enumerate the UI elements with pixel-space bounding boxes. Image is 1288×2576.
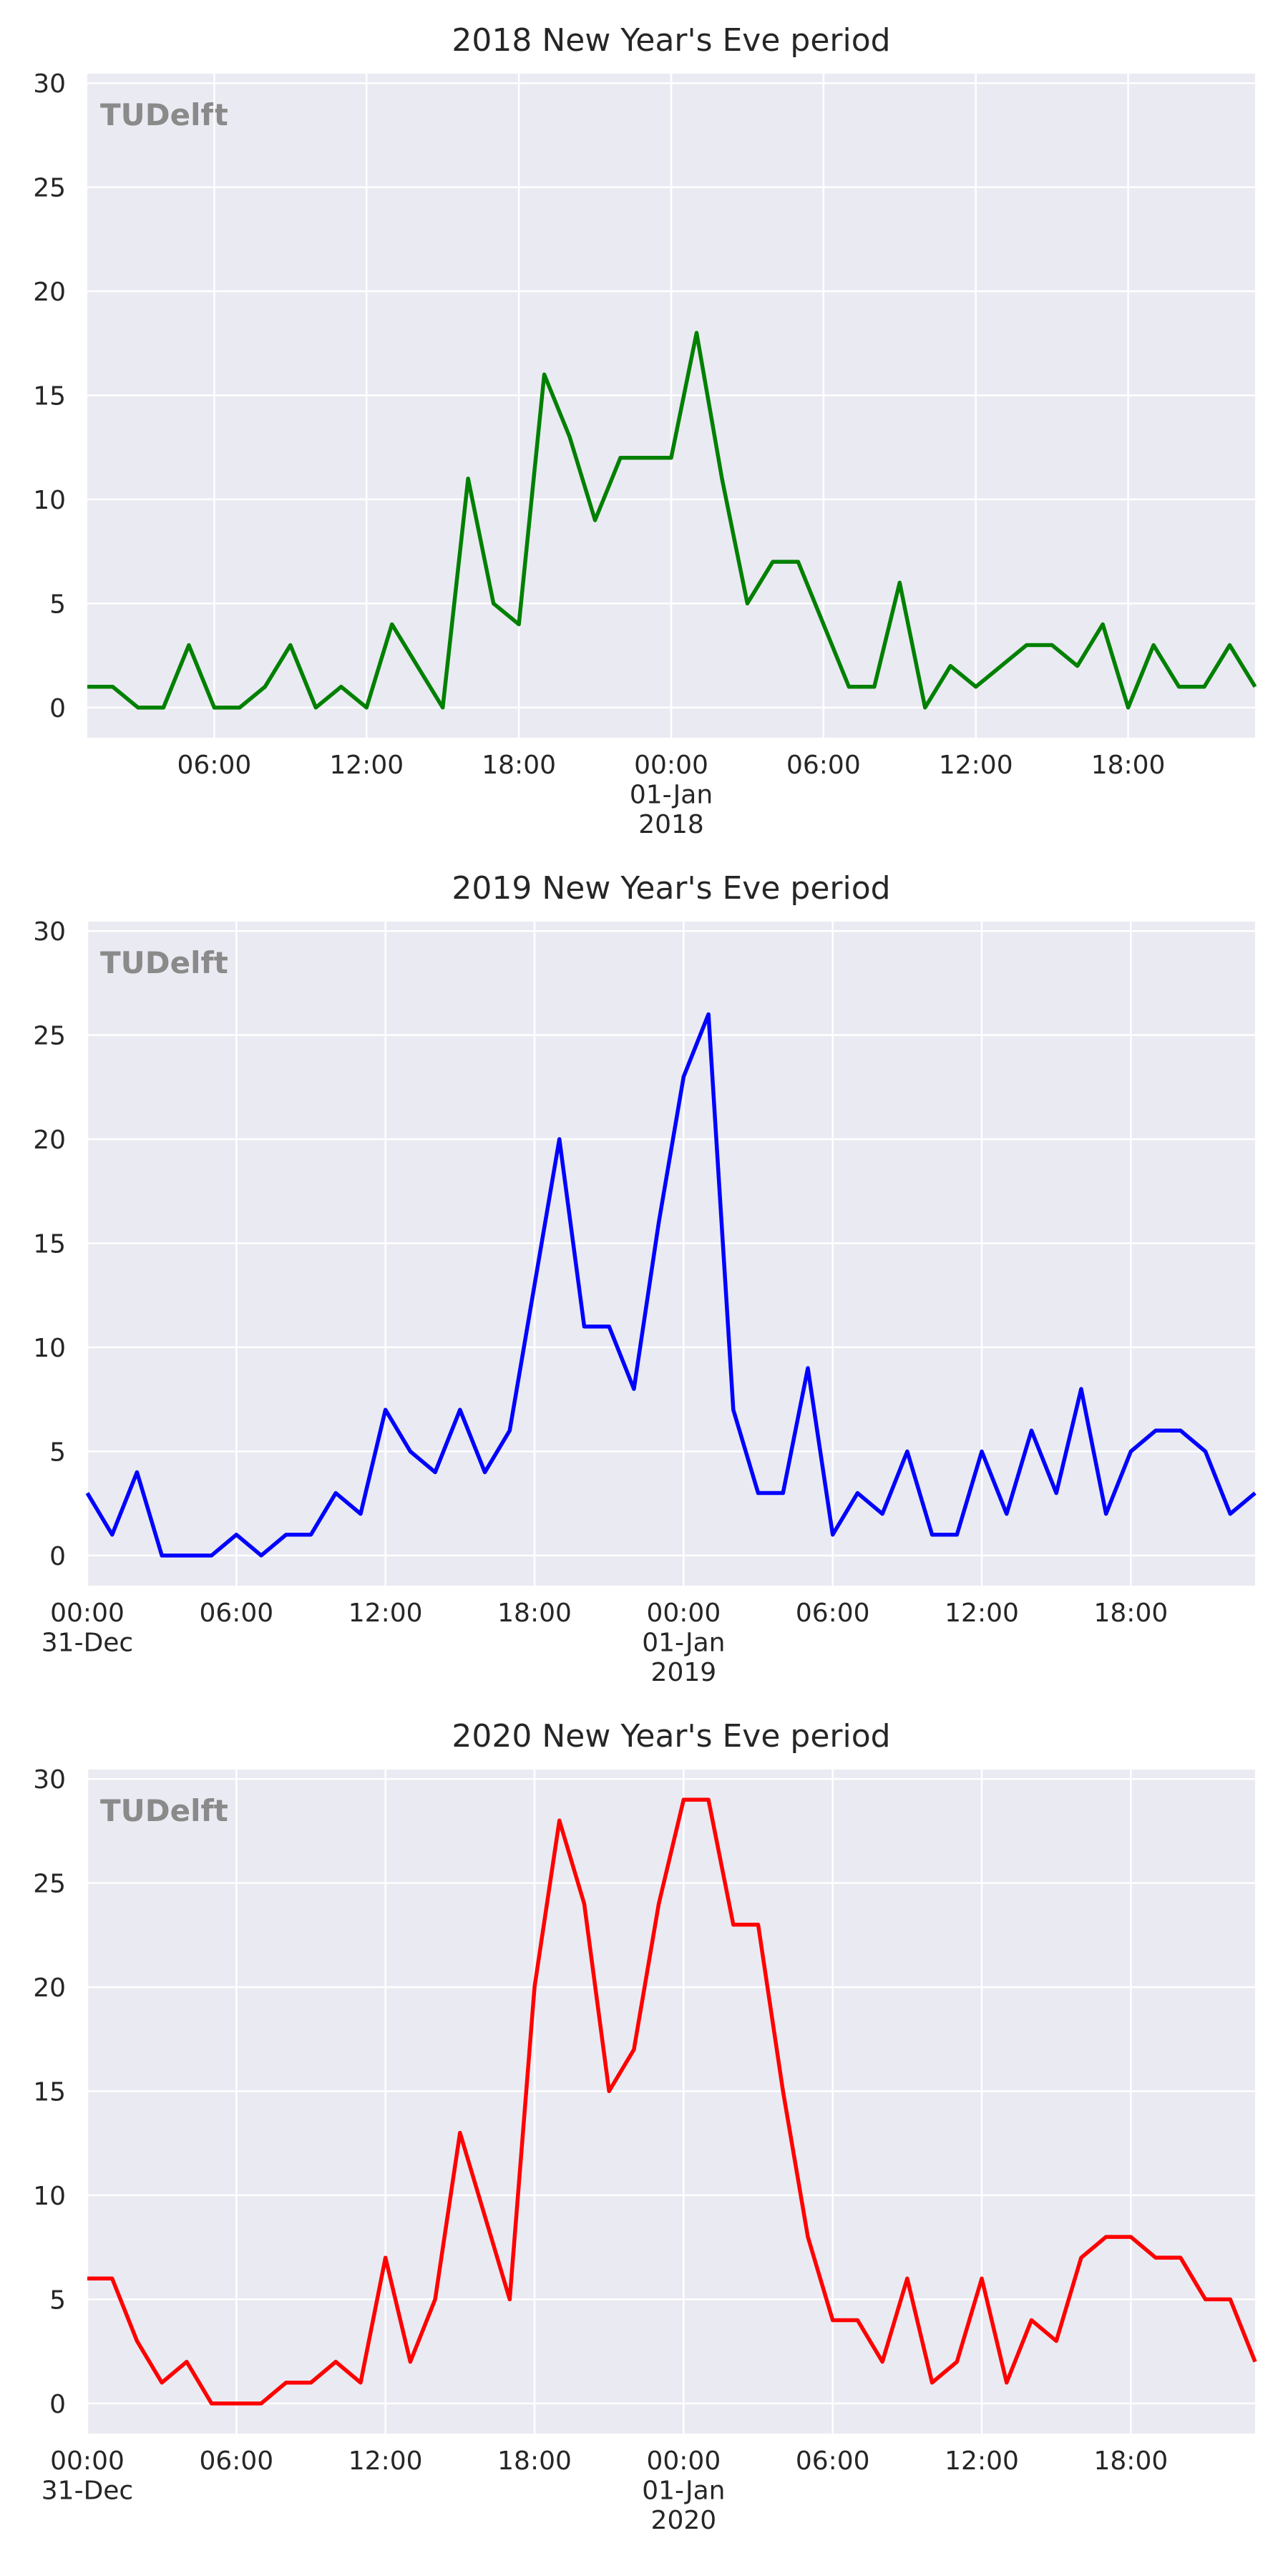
x-tick-label: 06:00 xyxy=(786,751,861,780)
x-tick-label: 06:00 xyxy=(796,2446,870,2476)
chart-title: 2020 New Year's Eve period xyxy=(452,1718,890,1755)
y-tick-label: 25 xyxy=(33,1022,66,1051)
x-tick-label: 00:00 01-Jan 2019 xyxy=(642,1599,725,1687)
y-tick-label: 5 xyxy=(49,2285,66,2315)
x-tick-label: 18:00 xyxy=(482,751,556,780)
y-tick-label: 15 xyxy=(33,381,66,411)
watermark: TUDelft xyxy=(100,945,228,980)
y-tick-label: 30 xyxy=(33,917,66,947)
x-tick-label: 06:00 xyxy=(199,2446,273,2476)
x-tick-label: 18:00 xyxy=(1091,751,1166,780)
y-tick-label: 20 xyxy=(33,1126,66,1155)
x-tick-label: 12:00 xyxy=(329,751,404,780)
y-tick-label: 15 xyxy=(33,2077,66,2107)
data-line xyxy=(85,1012,1257,1558)
y-tick-label: 15 xyxy=(33,1229,66,1259)
x-tick-label: 18:00 xyxy=(1094,1599,1169,1628)
data-line xyxy=(87,1797,1257,2406)
y-tick-label: 30 xyxy=(33,69,66,99)
plot-area xyxy=(87,1770,1255,2434)
x-tick-label: 06:00 xyxy=(199,1599,273,1628)
chart-title: 2018 New Year's Eve period xyxy=(452,22,890,59)
y-tick-label: 0 xyxy=(49,2390,66,2419)
plot-area xyxy=(87,922,1255,1586)
x-tick-label: 18:00 xyxy=(1094,2446,1169,2476)
x-tick-label: 00:00 31-Dec xyxy=(42,1599,133,1657)
y-tick-label: 10 xyxy=(33,1334,66,1363)
x-tick-label: 00:00 01-Jan 2020 xyxy=(642,2446,725,2535)
x-tick-label: 00:00 01-Jan 2018 xyxy=(630,751,713,839)
y-tick-label: 25 xyxy=(33,1870,66,1899)
data-line xyxy=(87,331,1257,710)
x-tick-label: 12:00 xyxy=(348,2446,423,2476)
x-tick-label: 12:00 xyxy=(348,1599,423,1628)
y-tick-label: 25 xyxy=(33,174,66,203)
y-tick-label: 20 xyxy=(33,1974,66,2003)
y-tick-label: 0 xyxy=(49,1542,66,1571)
x-tick-label: 18:00 xyxy=(497,2446,572,2476)
x-tick-label: 12:00 xyxy=(939,751,1013,780)
x-tick-label: 12:00 xyxy=(945,1599,1019,1628)
y-tick-label: 20 xyxy=(33,278,66,307)
x-tick-label: 06:00 xyxy=(796,1599,870,1628)
y-tick-label: 0 xyxy=(49,694,66,723)
x-tick-label: 00:00 31-Dec xyxy=(42,2446,133,2505)
y-tick-label: 5 xyxy=(49,590,66,619)
x-tick-label: 18:00 xyxy=(497,1599,572,1628)
y-tick-label: 10 xyxy=(33,486,66,515)
x-tick-label: 12:00 xyxy=(945,2446,1019,2476)
y-tick-label: 30 xyxy=(33,1765,66,1795)
chart-title: 2019 New Year's Eve period xyxy=(452,870,890,907)
x-tick-label: 06:00 xyxy=(177,751,252,780)
y-tick-label: 10 xyxy=(33,2182,66,2211)
watermark: TUDelft xyxy=(100,1793,228,1828)
watermark: TUDelft xyxy=(100,97,228,132)
y-tick-label: 5 xyxy=(49,1438,66,1467)
